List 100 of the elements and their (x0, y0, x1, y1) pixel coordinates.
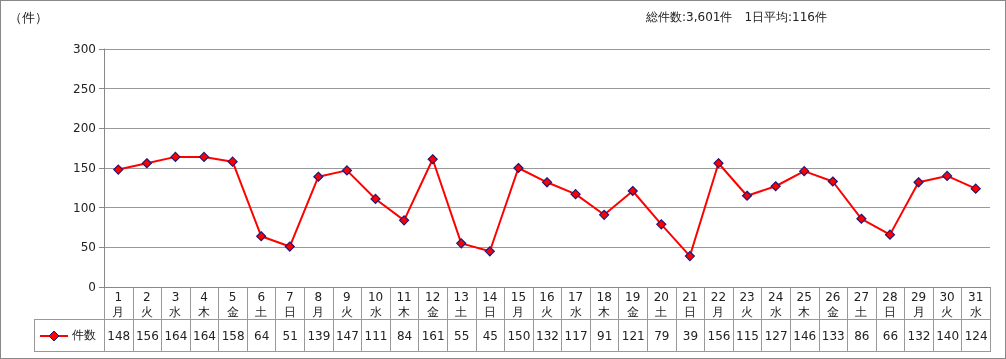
point (341, 165, 353, 176)
point (856, 213, 867, 224)
x-tick-label: 10 水 (367, 289, 384, 319)
x-tick-label: 16 火 (539, 289, 555, 319)
x-tick-label: 1 月 (112, 289, 125, 319)
x-tick-label: 11 木 (396, 289, 412, 319)
data-label: 140 (932, 319, 963, 352)
y-tick-label: 200 (73, 121, 96, 136)
x-tick-label: 17 水 (567, 289, 584, 319)
x-tick-label: 31 水 (968, 289, 984, 319)
data-label: 121 (618, 319, 649, 352)
point (456, 238, 467, 249)
x-tick-label: 13 土 (453, 289, 469, 319)
point (427, 154, 438, 165)
x-tick-label: 19 金 (625, 289, 641, 319)
x-tick-label: 25 木 (796, 289, 812, 319)
point (513, 162, 524, 174)
data-label: 127 (761, 319, 791, 352)
data-label: 150 (504, 319, 534, 352)
data-label: 115 (732, 319, 763, 352)
x-tick-label: 29 月 (910, 289, 927, 319)
point (227, 156, 238, 167)
y-axis-title: （件） (9, 9, 48, 27)
point (827, 176, 838, 187)
data-label: 64 (246, 319, 277, 352)
data-label: 86 (847, 319, 877, 352)
data-label: 158 (218, 319, 248, 352)
data-label: 148 (104, 319, 134, 352)
x-tick-label: 3 水 (169, 289, 182, 319)
data-label: 164 (161, 319, 191, 352)
x-tick-label: 15 月 (510, 289, 527, 319)
data-label: 164 (189, 319, 220, 352)
y-tick-label: 150 (73, 161, 96, 175)
point (770, 181, 781, 192)
point (684, 250, 695, 262)
x-tick-label: 14 日 (482, 289, 498, 319)
point (799, 166, 810, 177)
x-tick-label: 2 火 (140, 289, 153, 319)
point (741, 190, 753, 201)
data-label: 66 (875, 319, 906, 352)
point (141, 158, 152, 169)
point (399, 215, 410, 226)
point (113, 164, 124, 175)
point (198, 151, 210, 162)
point (256, 231, 267, 242)
x-tick-label: 23 火 (739, 289, 755, 319)
data-label: 132 (904, 319, 934, 352)
data-label: 51 (275, 319, 306, 352)
y-tick-label: 250 (73, 81, 96, 96)
point (627, 185, 638, 197)
x-tick-label: 4 木 (198, 289, 211, 319)
y-tick-label: 0 (88, 280, 96, 294)
data-label: 124 (961, 319, 991, 352)
data-label: 91 (589, 319, 620, 352)
data-label: 117 (561, 319, 591, 352)
point (313, 171, 324, 182)
data-label: 156 (132, 319, 163, 352)
point (170, 151, 181, 162)
point (570, 189, 581, 200)
point (284, 241, 295, 252)
point (942, 170, 953, 182)
data-label: 45 (475, 319, 506, 352)
x-tick-label: 28 日 (882, 289, 898, 319)
x-tick-label: 9 火 (340, 289, 353, 319)
point (713, 158, 724, 169)
point (970, 183, 981, 194)
point (541, 177, 553, 188)
x-tick-label: 22 月 (710, 289, 727, 319)
point (913, 177, 924, 188)
y-tick-label: 100 (73, 200, 96, 215)
data-label: 79 (647, 319, 677, 352)
point (656, 219, 667, 230)
x-tick-label: 27 土 (853, 289, 870, 319)
data-label: 132 (532, 319, 563, 352)
data-label: 147 (332, 319, 363, 352)
x-tick-label: 5 金 (226, 289, 239, 319)
x-tick-label: 12 金 (425, 289, 441, 319)
data-label: 161 (418, 319, 448, 352)
data-label: 39 (675, 319, 706, 352)
point (599, 209, 610, 220)
data-label: 111 (361, 319, 391, 352)
x-tick-label: 8 月 (312, 289, 325, 319)
x-tick-label: 18 木 (596, 289, 612, 319)
x-tick-label: 30 火 (939, 289, 955, 319)
data-label: 55 (446, 319, 477, 352)
y-tick-label: 50 (80, 240, 96, 255)
data-label: 133 (818, 319, 849, 352)
data-label: 139 (304, 319, 334, 352)
point (884, 229, 896, 240)
data-label: 156 (704, 319, 734, 352)
data-label: 146 (789, 319, 820, 352)
x-tick-label: 6 土 (255, 289, 268, 319)
x-tick-label: 26 金 (825, 289, 841, 319)
legend-label: 件数 (72, 327, 96, 344)
text: 総件数:3,601件 1日平均:116件 (646, 9, 827, 26)
x-tick-label: 7 日 (283, 289, 296, 319)
data-label: 84 (389, 319, 420, 352)
x-tick-label: 20 土 (653, 289, 669, 319)
y-tick-label: 300 (73, 42, 96, 56)
point (484, 246, 495, 257)
